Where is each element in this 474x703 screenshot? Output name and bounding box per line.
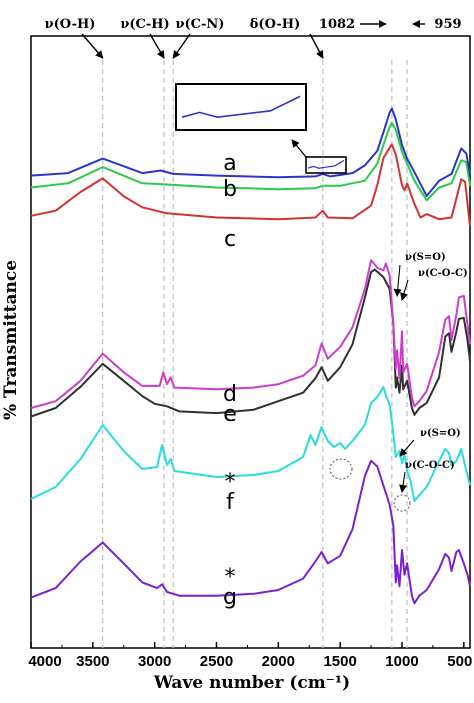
annotation-arrow	[399, 439, 415, 457]
x-tick-label: 500	[447, 653, 472, 670]
x-tick-label: 2500	[200, 653, 233, 670]
inset-zoom	[175, 83, 347, 174]
series-c-line	[30, 143, 471, 227]
series-g-star: *	[225, 565, 236, 590]
reference-lines	[102, 60, 408, 648]
x-axis-title: Wave number (cm⁻¹)	[153, 673, 350, 693]
inset-source-box	[305, 156, 347, 174]
annotation-arrow	[149, 33, 165, 59]
annotation-arrow	[393, 264, 402, 297]
inset-source-trace	[307, 159, 345, 169]
series-g-line	[30, 459, 471, 605]
series-e-line	[30, 268, 471, 418]
annotation-label: ν(S=O)	[405, 252, 446, 263]
annotation-label: ν(S=O)	[420, 428, 461, 439]
annotation-arrow	[309, 33, 324, 59]
series-d-line	[30, 259, 471, 409]
annotation-label: ν(C-O-C)	[405, 460, 455, 471]
series-c-label: c	[224, 227, 236, 252]
series-f-star: *	[225, 470, 236, 495]
series-a-label: a	[223, 151, 236, 176]
annotation-label: ν(C-H)	[120, 17, 169, 32]
inset-box	[175, 83, 307, 131]
series-b-label: b	[223, 177, 237, 202]
series-a-line	[30, 107, 471, 197]
annotation-label: δ(O-H)	[250, 17, 300, 32]
x-tick-label: 3000	[138, 653, 171, 670]
series-b-line	[30, 121, 471, 202]
inset-arrow	[291, 139, 307, 158]
y-axis-title: % Transmittance	[1, 260, 21, 420]
x-tick-label: 4000	[28, 653, 61, 670]
highlight-circle	[393, 494, 411, 512]
series-f-line	[30, 386, 471, 502]
x-axis: 4000 3500 3000 2500 2000 1500 1000 500	[28, 642, 472, 670]
x-tick-label: 1000	[385, 653, 418, 670]
series-f-label: f	[226, 490, 235, 515]
annotation-arrow	[172, 33, 191, 59]
x-tick-label: 1500	[323, 653, 356, 670]
series-d-label: d	[223, 382, 237, 407]
inset-trace	[181, 95, 301, 119]
series-e-label: e	[223, 402, 237, 427]
annotation-layer: ν(O-H) ν(C-H) ν(C-N) δ(O-H) 1082 959 ν(S=O) ν(C…	[45, 17, 468, 512]
annotation-label: 959	[434, 17, 461, 32]
annotation-label: ν(C-N)	[176, 17, 225, 32]
annotation-arrow	[400, 279, 409, 301]
x-tick-label: 3500	[76, 653, 109, 670]
x-tick-label: 2000	[262, 653, 295, 670]
series-g-label: g	[223, 585, 237, 610]
annotation-label: ν(O-H)	[45, 17, 96, 32]
annotation-arrow	[81, 33, 104, 59]
annotation-label: 1082	[319, 17, 355, 32]
highlight-circle	[329, 458, 353, 480]
annotation-arrow	[399, 471, 407, 493]
annotation-label: ν(C-O-C)	[418, 268, 468, 279]
